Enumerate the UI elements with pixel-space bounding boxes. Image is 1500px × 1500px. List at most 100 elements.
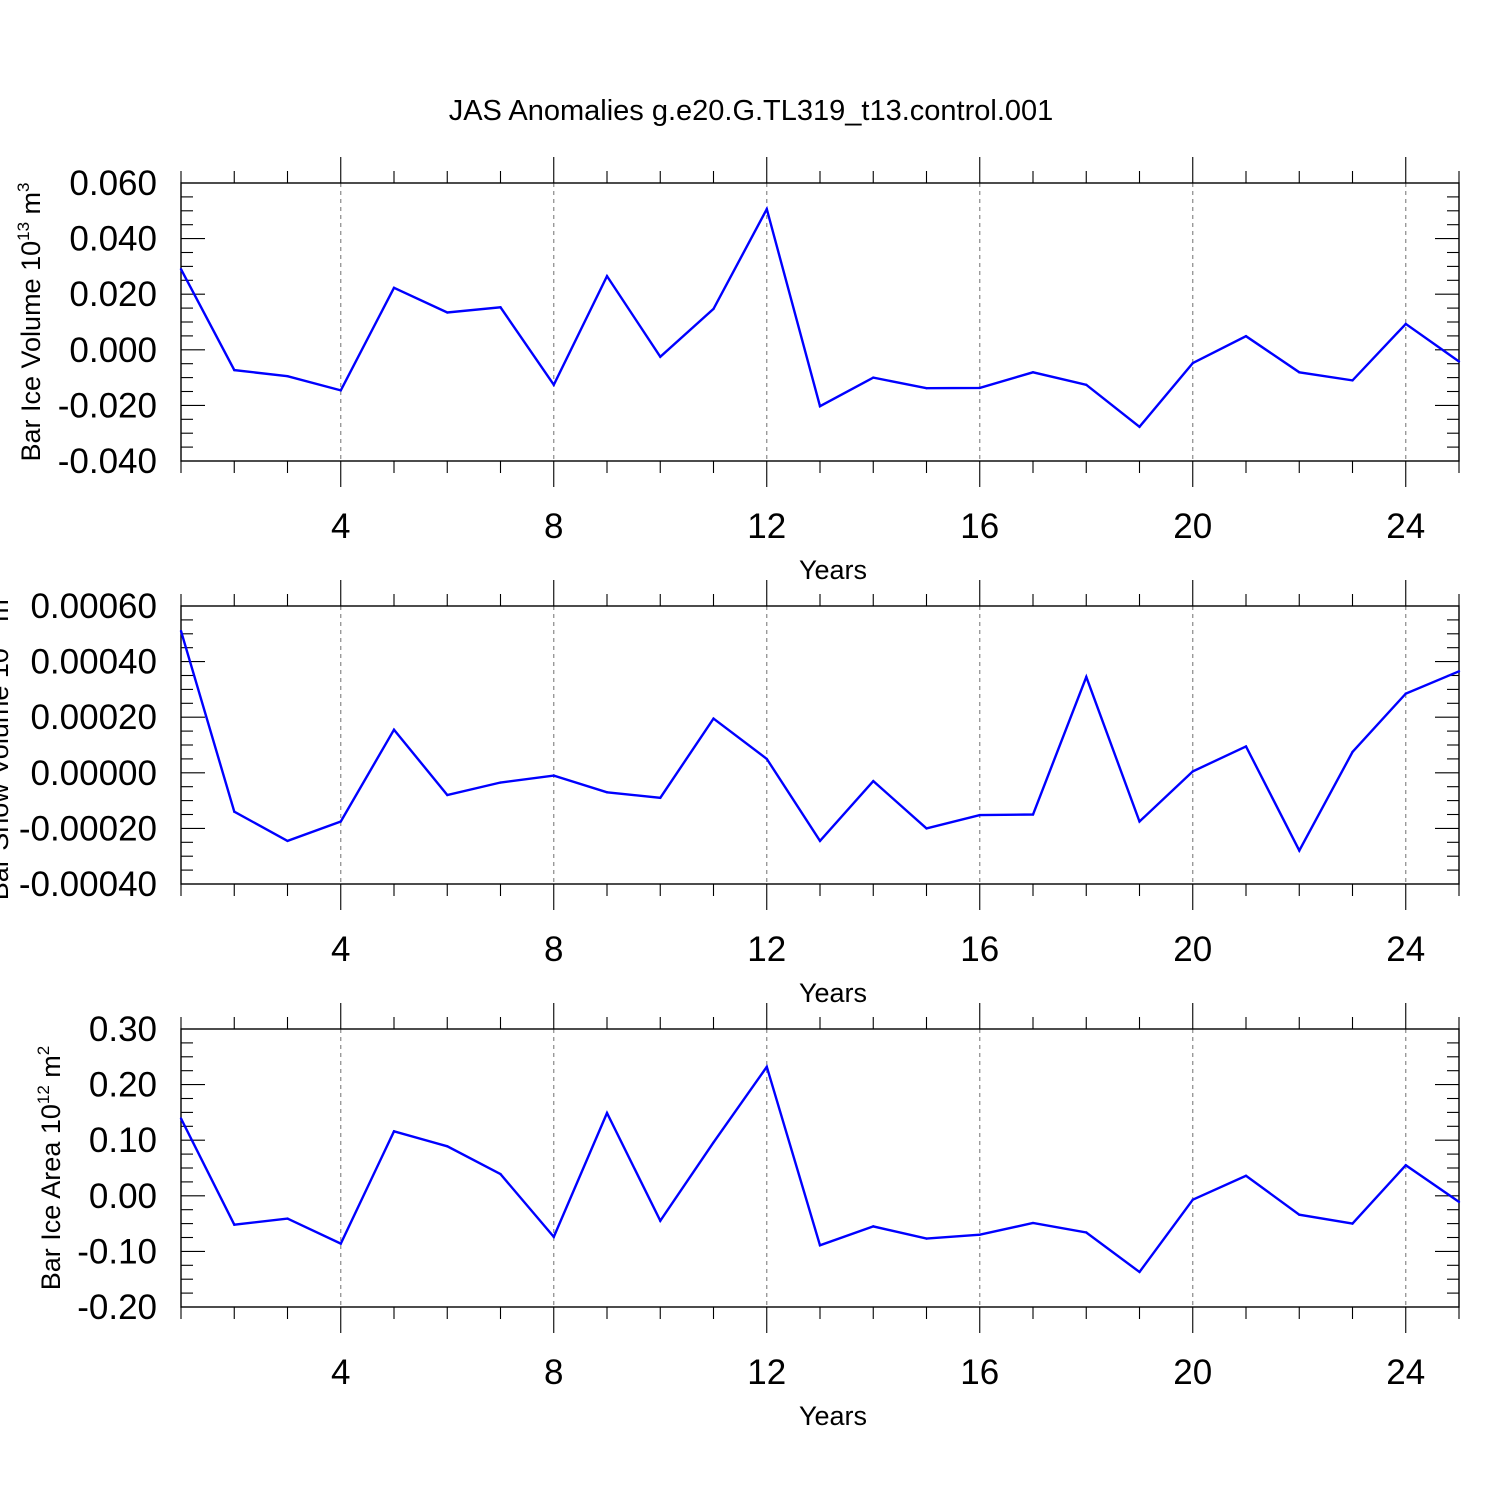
- x-tick-label: 24: [1386, 930, 1425, 969]
- data-point: [605, 1111, 609, 1115]
- data-point: [605, 274, 609, 278]
- data-point: [233, 368, 236, 372]
- y-axis-label-unit: m: [0, 599, 14, 629]
- data-point: [339, 1242, 342, 1245]
- x-tick-label: 16: [960, 930, 999, 969]
- data-point: [446, 793, 449, 797]
- data-point: [1085, 383, 1088, 387]
- y-axis-label-exponent: 13: [14, 222, 33, 241]
- x-tick-label: 8: [544, 930, 563, 969]
- data-point: [392, 728, 396, 731]
- data-point: [499, 306, 502, 309]
- x-axis-label: Years: [799, 555, 867, 585]
- data-point: [1191, 770, 1194, 773]
- data-point: [1404, 692, 1407, 695]
- y-tick-label: 0.20: [89, 1066, 157, 1105]
- data-point: [978, 1233, 981, 1236]
- y-axis-label-unit-exponent: 3: [0, 590, 1, 599]
- data-point: [659, 355, 662, 358]
- x-axis-label: Years: [799, 1401, 867, 1431]
- data-point: [1298, 849, 1301, 852]
- x-tick-label: 24: [1386, 507, 1425, 546]
- data-point: [1138, 425, 1141, 429]
- data-point: [233, 1223, 236, 1226]
- data-point: [286, 1217, 289, 1220]
- y-tick-label: -0.020: [58, 386, 157, 425]
- y-tick-label: 0.30: [89, 1010, 157, 1049]
- y-tick-label: 0.00020: [30, 698, 157, 737]
- data-point: [1351, 1222, 1354, 1225]
- data-point: [872, 1225, 875, 1228]
- data-point: [925, 827, 928, 830]
- data-point: [712, 307, 715, 311]
- data-point: [1031, 1221, 1035, 1225]
- data-point: [499, 781, 502, 784]
- x-tick-label: 20: [1173, 507, 1212, 546]
- data-point: [1085, 675, 1088, 679]
- y-tick-label: 0.020: [69, 275, 157, 314]
- y-tick-label: -0.00020: [19, 809, 157, 848]
- data-point: [1138, 820, 1141, 823]
- x-tick-label: 20: [1173, 1353, 1212, 1392]
- y-tick-label: -0.040: [58, 442, 157, 481]
- y-axis-label-exponent: 12: [34, 1085, 53, 1104]
- data-point: [179, 1117, 183, 1120]
- data-point: [552, 1235, 555, 1239]
- x-tick-label: 4: [331, 507, 350, 546]
- data-point: [1457, 670, 1461, 673]
- y-tick-label: 0.000: [69, 331, 157, 370]
- series-line: [179, 630, 1460, 854]
- y-axis-label-unit-exponent: 3: [14, 182, 33, 191]
- data-point: [552, 383, 555, 387]
- data-point: [872, 779, 875, 783]
- data-point: [872, 376, 875, 379]
- y-tick-label: -0.00040: [19, 865, 157, 904]
- data-point: [925, 386, 928, 390]
- y-axis-label: Bar Ice Area 1012 m2: [34, 1046, 66, 1291]
- series-line: [179, 1064, 1460, 1274]
- panel-1: -0.040 -0.020 0.000 0.020 0.040 0.060 4 8 12 16 20…: [14, 157, 1461, 585]
- data-point: [1031, 371, 1035, 374]
- x-tick-label: 12: [747, 930, 786, 969]
- series-line: [179, 205, 1460, 429]
- y-tick-label: 0.060: [69, 164, 157, 203]
- y-axis-label-text: Bar Snow Volume 10: [0, 648, 14, 900]
- data-point: [446, 311, 449, 314]
- y-axis-label-exponent: 13: [0, 629, 1, 648]
- x-tick-label: 20: [1173, 930, 1212, 969]
- data-point: [818, 839, 822, 843]
- x-tick-label: 8: [544, 1353, 563, 1392]
- y-axis-label-unit-exponent: 2: [34, 1046, 53, 1055]
- data-point: [978, 386, 981, 390]
- data-point: [286, 839, 289, 843]
- data-point: [1138, 1270, 1141, 1274]
- data-point: [818, 1244, 822, 1247]
- data-point: [765, 1065, 768, 1069]
- data-point: [659, 1219, 662, 1223]
- x-axis-label: Years: [799, 978, 867, 1008]
- data-point: [1244, 334, 1248, 338]
- y-axis-label-unit: m: [36, 1055, 66, 1085]
- data-point: [765, 757, 768, 761]
- y-tick-label: 0.00040: [30, 643, 157, 682]
- data-point: [1191, 361, 1194, 365]
- data-point: [1404, 322, 1407, 326]
- data-point: [1298, 1213, 1301, 1216]
- y-tick-label: 0.00060: [30, 587, 157, 626]
- y-axis-label: Bar Ice Volume 1013 m3: [14, 182, 46, 461]
- x-tick-label: 16: [960, 507, 999, 546]
- x-tick-label: 24: [1386, 1353, 1425, 1392]
- data-point: [1031, 813, 1035, 816]
- data-point: [233, 810, 236, 813]
- x-tick-label: 12: [747, 507, 786, 546]
- panel-2: -0.00040 -0.00020 0.00000 0.00020 0.00040 0.0…: [0, 580, 1461, 1008]
- y-axis-label-text: Bar Ice Area 10: [36, 1104, 66, 1290]
- data-point: [1404, 1164, 1407, 1167]
- figure-title: JAS Anomalies g.e20.G.TL319_t13.control.…: [449, 95, 1054, 127]
- data-point: [339, 820, 342, 823]
- data-point: [1085, 1231, 1088, 1234]
- data-point: [1351, 750, 1354, 754]
- plot-frame: [180, 182, 1460, 462]
